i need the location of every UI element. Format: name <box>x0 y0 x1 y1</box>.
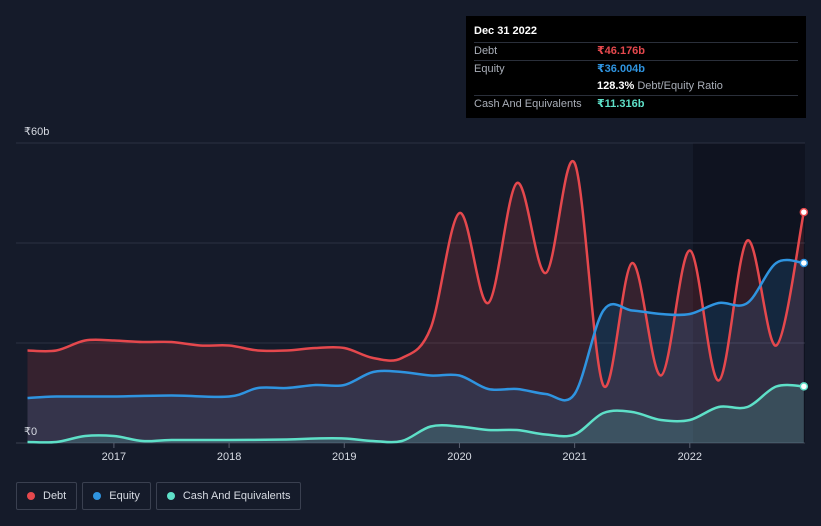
x-tick-label: 2020 <box>447 451 471 463</box>
y-axis-bottom-label: ₹0 <box>24 426 37 438</box>
line-debt <box>27 159 806 388</box>
series-areas <box>27 161 804 443</box>
legend-label: Equity <box>109 490 140 502</box>
legend-item-cash[interactable]: Cash And Equivalents <box>155 482 302 510</box>
x-tick-label: 2017 <box>102 451 126 463</box>
area-cash-and-equivalents <box>27 384 804 443</box>
tooltip-label: Equity <box>474 63 505 75</box>
legend-label: Cash And Equivalents <box>182 490 291 502</box>
tooltip-date: Dec 31 2022 <box>474 25 537 37</box>
x-tick-label: 2019 <box>332 451 356 463</box>
plot-highlight-region <box>693 143 805 443</box>
line-equity <box>27 258 804 402</box>
tooltip-row-ratio: 128.3% Debt/Equity Ratio <box>474 78 798 95</box>
endpoint-marker-debt <box>799 207 809 217</box>
tooltip-label: Debt <box>474 45 498 57</box>
line-cash-and-equivalents <box>27 383 804 444</box>
tooltip-value-cash: ₹11.316b <box>597 98 645 110</box>
endpoint-marker-cash-and-equivalents <box>799 382 809 391</box>
tooltip: Dec 31 2022 Debt ₹46.176b Equity ₹36.004… <box>466 16 806 118</box>
legend-item-debt[interactable]: Debt <box>16 482 78 510</box>
x-tick-label: 2021 <box>562 451 586 463</box>
legend-label: Debt <box>43 490 67 502</box>
tooltip-label: Cash And Equivalents <box>474 98 582 110</box>
endpoint-marker-equity <box>799 258 809 268</box>
tooltip-row-debt: Debt ₹46.176b <box>474 42 798 60</box>
area-debt <box>27 161 804 443</box>
tooltip-value-equity: ₹36.004b <box>597 63 646 75</box>
legend-dot-icon <box>166 492 175 500</box>
tooltip-label <box>474 78 597 95</box>
tooltip-value-debt: ₹46.176b <box>597 45 646 57</box>
x-axis-ticks: 2017 2018 2019 2020 2021 2022 <box>102 443 702 463</box>
legend-dot-icon <box>27 492 35 500</box>
legend-item-equity[interactable]: Equity <box>82 482 151 510</box>
tooltip-row-cash: Cash And Equivalents ₹11.316b <box>474 95 798 113</box>
x-tick-label: 2022 <box>678 451 702 463</box>
legend: Debt Equity Cash And Equivalents <box>16 482 306 510</box>
tooltip-value-ratio: 128.3% <box>597 80 635 92</box>
tooltip-ratio-unit: Debt/Equity Ratio <box>637 80 723 92</box>
legend-dot-icon <box>93 492 102 500</box>
series-lines <box>27 159 809 444</box>
x-tick-label: 2018 <box>217 451 241 463</box>
y-axis-top-label: ₹60b <box>24 126 49 138</box>
tooltip-row-equity: Equity ₹36.004b <box>474 60 798 78</box>
